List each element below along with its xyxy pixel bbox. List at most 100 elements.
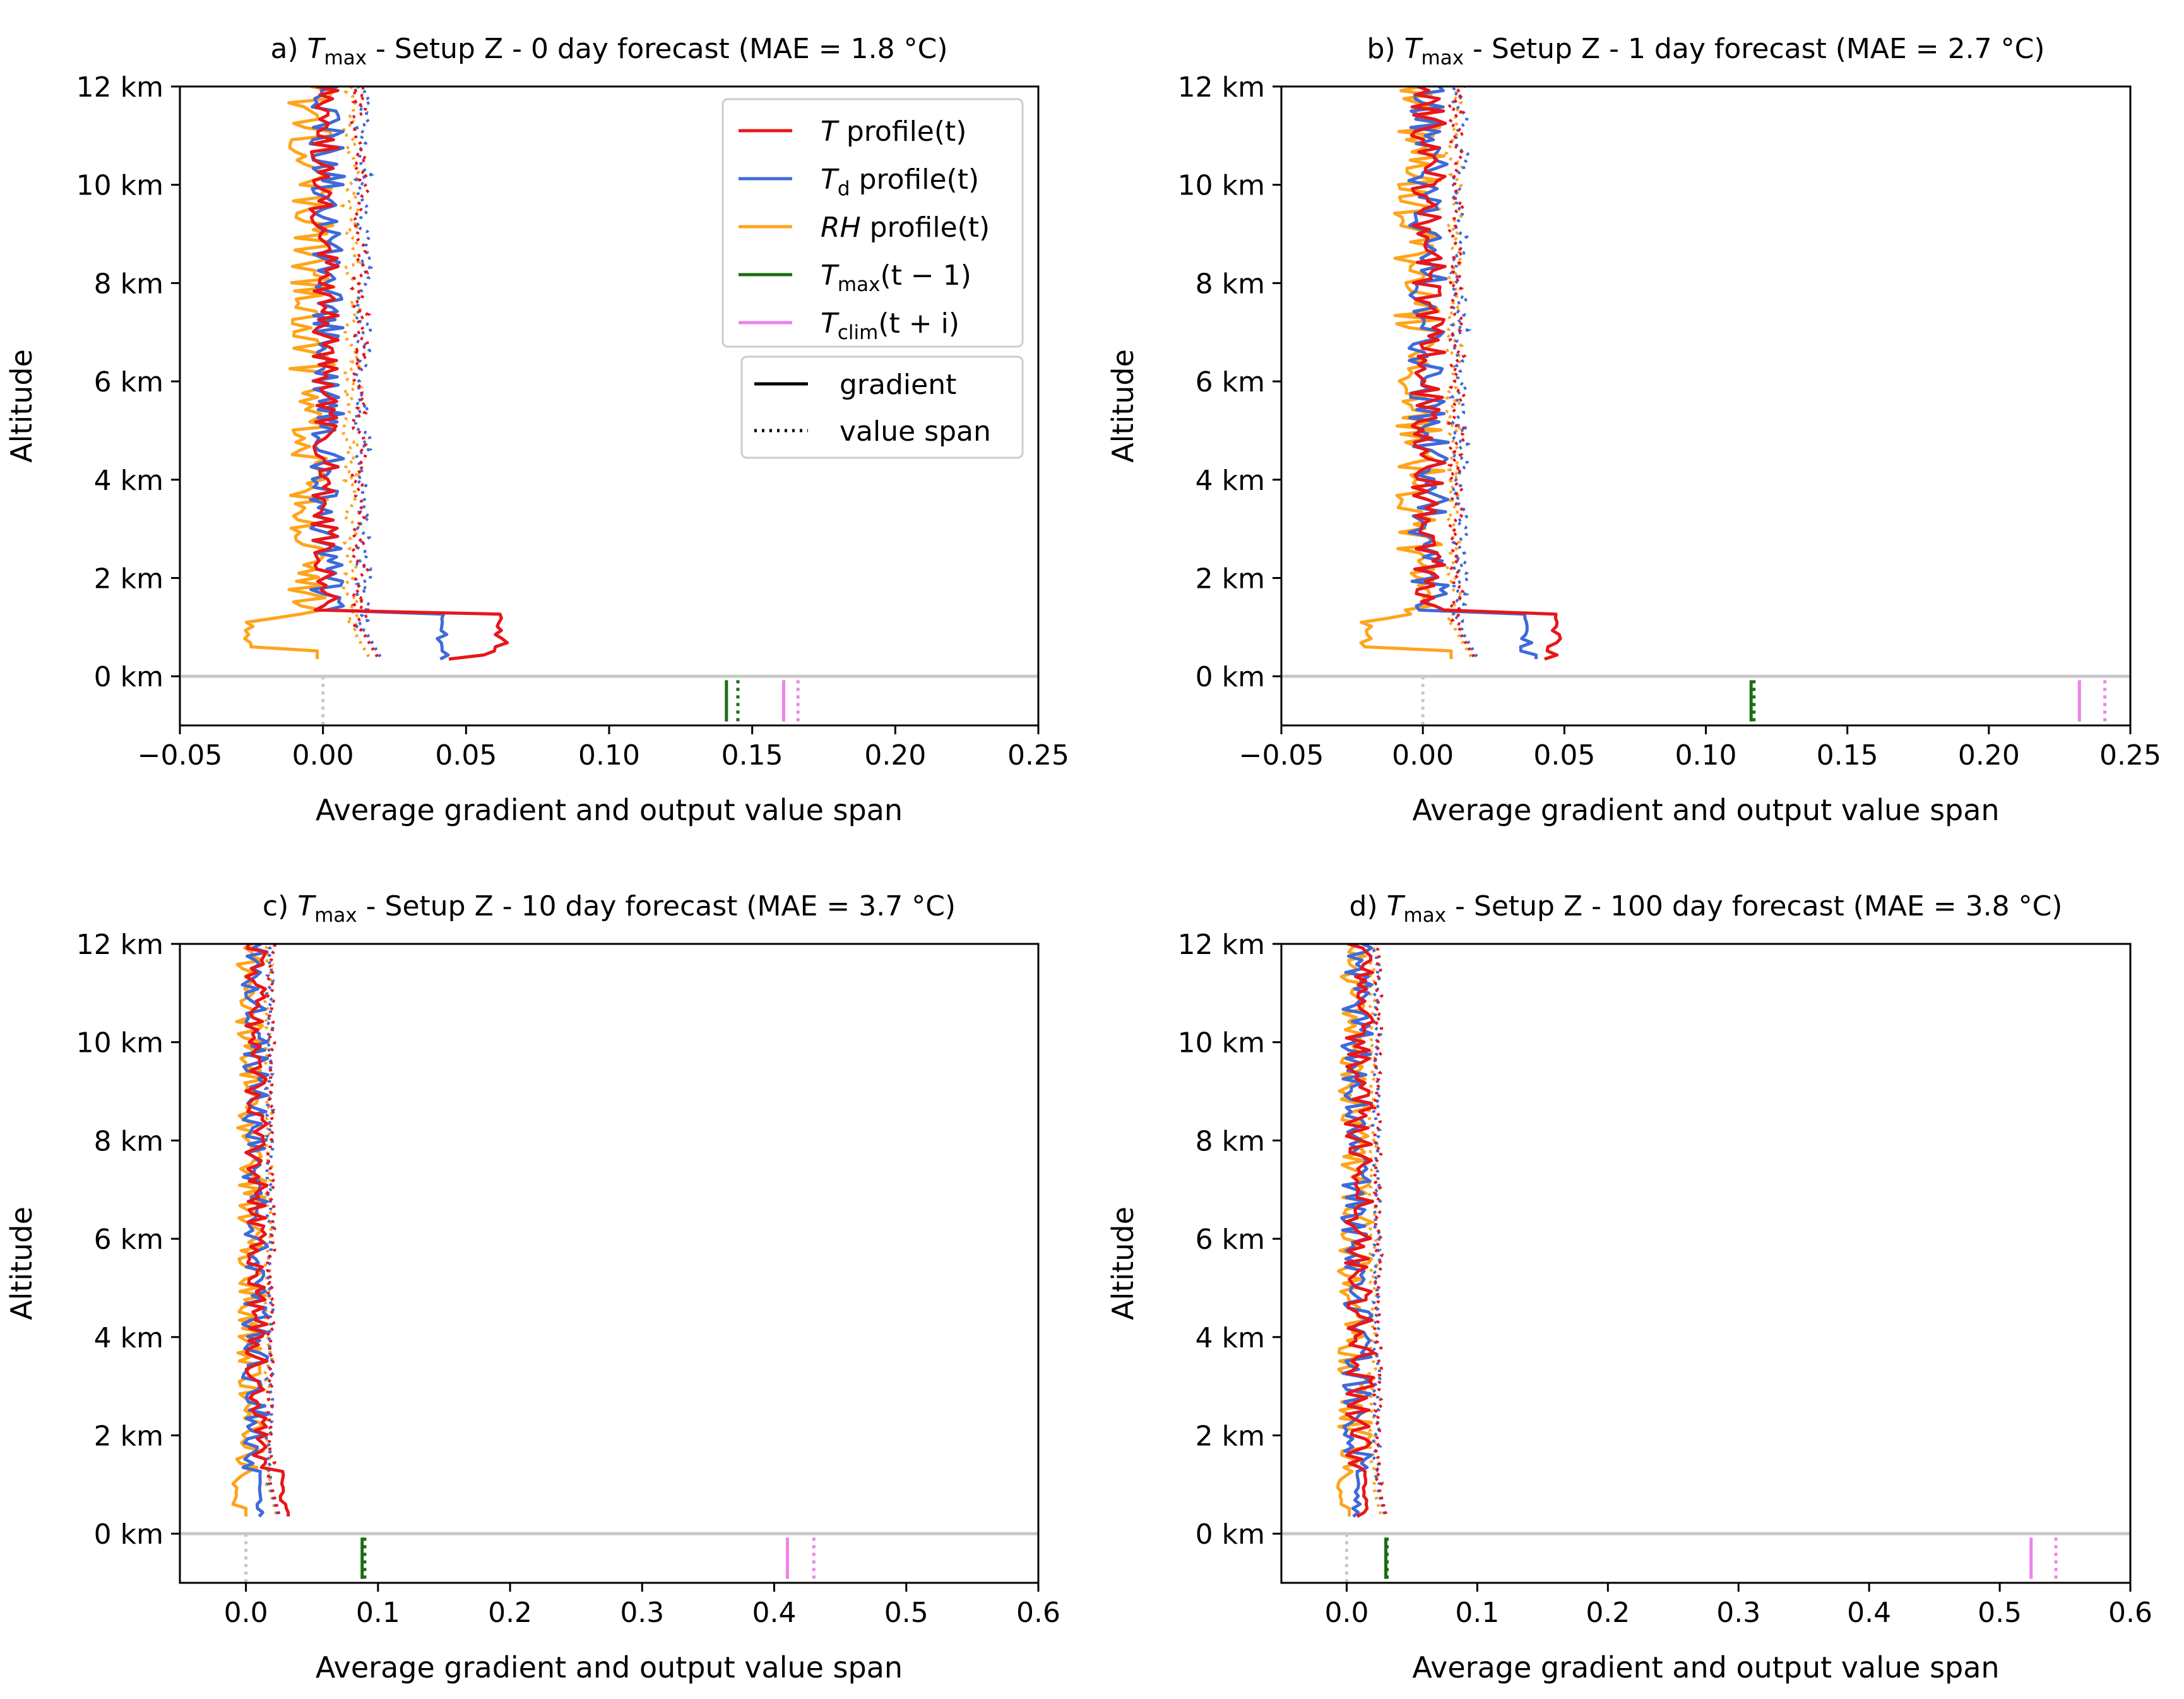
x-tick-label: 0.2 [1586, 1597, 1630, 1629]
x-tick-label: 0.25 [2099, 739, 2161, 772]
y-tick-label: 2 km [1196, 1420, 1265, 1452]
legend: T profile(t) Td profile(t) RH profile(t) Tm… [721, 98, 1024, 459]
x-tick-label: −0.05 [138, 739, 223, 772]
y-tick-label: 2 km [94, 1420, 163, 1452]
x-tick-label: 0.5 [1978, 1597, 2022, 1629]
x-tick-label: 0.15 [1817, 739, 1878, 772]
T-gradient-line [308, 86, 509, 661]
T-gradient-line [1343, 944, 1375, 1518]
y-tick-label: 8 km [1196, 1125, 1265, 1157]
x-tick-label: 0.6 [2108, 1597, 2152, 1629]
y-tick-label: 12 km [1178, 71, 1265, 104]
legend-style-label-dotted: value span [840, 415, 991, 448]
x-tick-label: 0.10 [578, 739, 640, 772]
T-gradient-line [1410, 86, 1562, 661]
x-tick-label: 0.1 [1455, 1597, 1499, 1629]
x-axis-label: Average gradient and output value span [1412, 1650, 1999, 1684]
x-tick-label: 0.3 [620, 1597, 664, 1629]
T-gradient-line [244, 944, 290, 1517]
panel-title: b) Tmax - Setup Z - 1 day forecast (MAE … [1367, 33, 2045, 69]
x-tick-label: 0.0 [1324, 1597, 1368, 1629]
legend-box [721, 98, 1024, 348]
y-axis-label: Altitude [1106, 349, 1140, 463]
y-tick-label: 10 km [1178, 170, 1265, 202]
x-tick-label: 0.5 [884, 1597, 929, 1629]
x-tick-label: 0.05 [435, 739, 497, 772]
y-tick-label: 8 km [94, 1125, 163, 1157]
y-tick-label: 10 km [1178, 1027, 1265, 1059]
y-tick-label: 4 km [94, 1322, 163, 1354]
Td-span-line [263, 944, 280, 1515]
plot-area [180, 944, 1038, 1583]
x-tick-label: 0.6 [1016, 1597, 1060, 1629]
legend-label-RH: RH profile(t) [821, 212, 990, 244]
axes-frame [1280, 943, 2132, 1584]
x-tick-label: 0.1 [356, 1597, 400, 1629]
y-tick-label: 12 km [76, 71, 163, 104]
panel-a: a) Tmax - Setup Z - 0 day forecast (MAE … [4, 33, 1069, 827]
T-span-line [265, 944, 281, 1515]
legend-label-tmax_prev: Tmax(t − 1) [821, 259, 971, 296]
y-tick-label: 0 km [94, 1518, 163, 1551]
legend-label-tclim: Tclim(t + i) [821, 307, 959, 344]
x-tick-label: 0.20 [864, 739, 926, 772]
Td-span-line [1447, 86, 1478, 658]
plot-area [180, 86, 1038, 725]
y-tick-label: 6 km [94, 1224, 163, 1256]
legend-label-Td: Td profile(t) [821, 164, 979, 200]
y-tick-label: 12 km [76, 929, 163, 961]
plot-area [1281, 944, 2130, 1583]
x-tick-label: 0.00 [1392, 739, 1454, 772]
y-tick-label: 12 km [1178, 929, 1265, 961]
Td-gradient-line [240, 944, 270, 1518]
y-tick-label: 4 km [94, 465, 163, 497]
y-axis-label: Altitude [1106, 1207, 1140, 1320]
x-axis-label: Average gradient and output value span [316, 1650, 903, 1684]
panel-title: c) Tmax - Setup Z - 10 day forecast (MAE… [263, 890, 956, 927]
style-legend-box [740, 355, 1024, 459]
axes-frame [179, 943, 1040, 1584]
y-tick-label: 10 km [76, 170, 163, 202]
x-tick-label: 0.2 [488, 1597, 532, 1629]
y-tick-label: 8 km [94, 268, 163, 300]
RH-gradient-line [1359, 86, 1453, 659]
x-axis-label: Average gradient and output value span [1412, 793, 1999, 827]
y-tick-label: 6 km [1196, 366, 1265, 398]
T-span-line [1444, 86, 1476, 658]
panel-title: a) Tmax - Setup Z - 0 day forecast (MAE … [271, 33, 948, 69]
RH-span-line [338, 86, 371, 658]
x-tick-label: −0.05 [1239, 739, 1324, 772]
panel-b: b) Tmax - Setup Z - 1 day forecast (MAE … [1106, 33, 2161, 827]
y-tick-label: 4 km [1196, 465, 1265, 497]
y-tick-label: 2 km [94, 563, 163, 595]
T-span-line [347, 86, 379, 658]
x-axis-label: Average gradient and output value span [316, 793, 903, 827]
x-tick-label: 0.25 [1007, 739, 1069, 772]
y-tick-label: 6 km [94, 366, 163, 398]
y-axis-label: Altitude [4, 349, 39, 463]
y-tick-label: 0 km [1196, 661, 1265, 693]
y-tick-label: 4 km [1196, 1322, 1265, 1354]
panel-title: d) Tmax - Setup Z - 100 day forecast (MA… [1350, 890, 2063, 927]
x-tick-label: 0.15 [721, 739, 783, 772]
y-tick-label: 10 km [76, 1027, 163, 1059]
x-tick-label: 0.20 [1958, 739, 2020, 772]
x-tick-label: 0.0 [224, 1597, 268, 1629]
panel-c: c) Tmax - Setup Z - 10 day forecast (MAE… [4, 890, 1060, 1684]
y-tick-label: 0 km [1196, 1518, 1265, 1551]
RH-span-line [1366, 944, 1382, 1515]
x-tick-label: 0.00 [292, 739, 354, 772]
y-tick-label: 6 km [1196, 1224, 1265, 1256]
plot-area [1281, 86, 2130, 725]
Td-gradient-line [308, 86, 450, 661]
y-tick-label: 8 km [1196, 268, 1265, 300]
legend-style-label-solid: gradient [840, 369, 956, 401]
x-tick-label: 0.4 [1847, 1597, 1891, 1629]
x-tick-label: 0.3 [1716, 1597, 1760, 1629]
panel-d: d) Tmax - Setup Z - 100 day forecast (MA… [1106, 890, 2152, 1684]
x-tick-label: 0.4 [752, 1597, 797, 1629]
y-tick-label: 0 km [94, 661, 163, 693]
legend-label-T: T profile(t) [821, 116, 966, 148]
y-tick-label: 2 km [1196, 563, 1265, 595]
